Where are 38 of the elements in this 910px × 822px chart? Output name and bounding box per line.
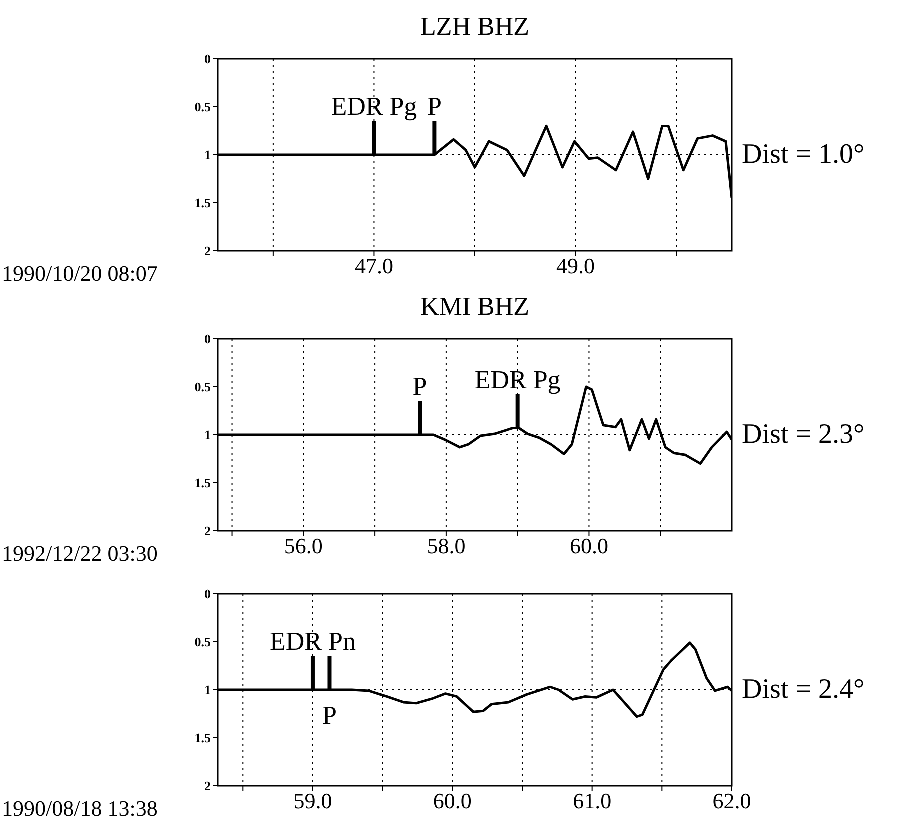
text: Dist = 2.3° bbox=[742, 418, 865, 452]
x-tick-label: 62.0 bbox=[712, 788, 752, 814]
y-tick-label: 2 bbox=[204, 778, 211, 794]
y-tick-label: 0 bbox=[204, 586, 211, 602]
annotation: EDR Pg bbox=[331, 92, 418, 121]
x-tick-label: 49.0 bbox=[556, 254, 596, 279]
y-tick-label: 1 bbox=[204, 682, 211, 698]
x-tick-label: 60.0 bbox=[433, 788, 472, 814]
y-tick-label: 1.5 bbox=[194, 476, 212, 491]
x-tick-label: 59.0 bbox=[294, 788, 332, 814]
y-tick-label: 1.5 bbox=[194, 730, 212, 746]
y-tick-label: 2 bbox=[204, 244, 211, 259]
annotation: P bbox=[427, 92, 442, 121]
text: Dist = 1.0° bbox=[742, 138, 865, 172]
y-tick-label: 0.5 bbox=[194, 100, 212, 115]
y-tick-label: 0 bbox=[204, 52, 211, 67]
x-axis-title: 1992/12/22 03:30 bbox=[2, 541, 158, 567]
x-axis-title: 1990/08/18 13:38 bbox=[2, 796, 158, 822]
annotation: P bbox=[412, 372, 428, 401]
chart-title: KMI BHZ bbox=[419, 292, 531, 322]
y-tick-label: 1 bbox=[204, 428, 211, 443]
y-tick-label: 0 bbox=[204, 332, 211, 347]
x-tick-label: 61.0 bbox=[573, 788, 612, 814]
annotation: EDR Pn bbox=[270, 627, 356, 656]
text: Dist = 2.4° bbox=[742, 673, 865, 707]
x-axis-title: 1990/10/20 08:07 bbox=[2, 261, 158, 287]
y-tick-label: 2 bbox=[204, 524, 211, 539]
x-tick-label: 47.0 bbox=[354, 254, 394, 279]
x-tick-label: 56.0 bbox=[284, 534, 323, 559]
y-tick-label: 1.5 bbox=[194, 196, 212, 211]
annotation: EDR Pg bbox=[474, 365, 561, 394]
x-tick-label: 60.0 bbox=[570, 534, 608, 559]
y-tick-label: 0.5 bbox=[194, 634, 212, 650]
annotation: P bbox=[322, 701, 337, 730]
x-tick-label: 58.0 bbox=[427, 534, 466, 559]
y-tick-label: 1 bbox=[204, 148, 211, 163]
chart-title: LZH BHZ bbox=[419, 12, 531, 42]
y-tick-label: 0.5 bbox=[194, 380, 212, 395]
